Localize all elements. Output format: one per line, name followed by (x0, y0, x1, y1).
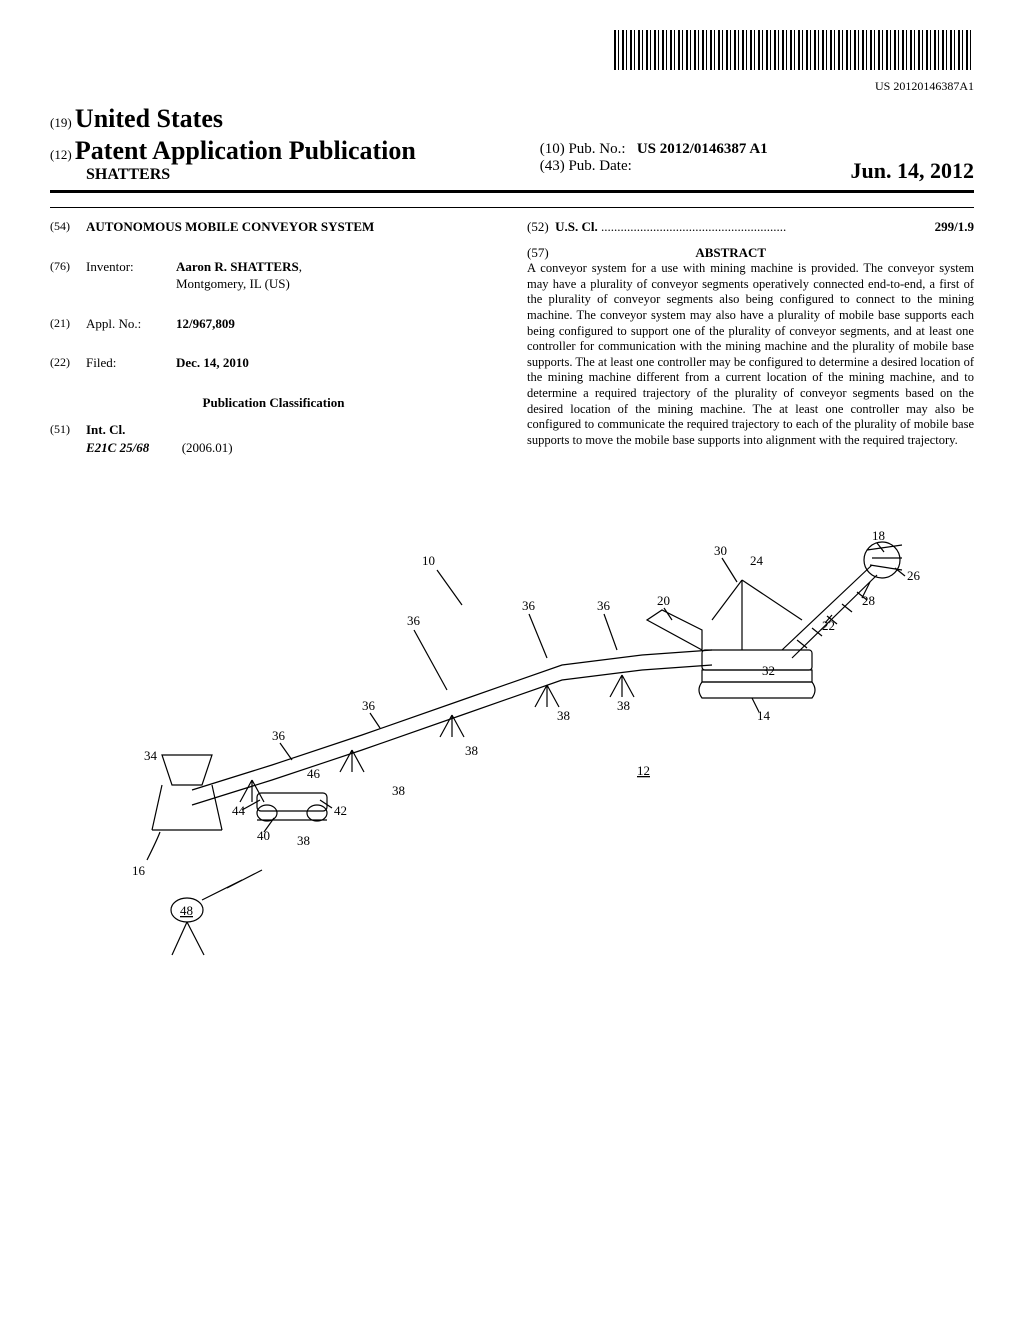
barcode-area (50, 30, 974, 75)
svg-text:36: 36 (272, 728, 286, 743)
intcl-year: (2006.01) (182, 440, 233, 455)
intcl-block: Int. Cl. E21C 25/68 (2006.01) (86, 421, 233, 456)
title-code: (54) (50, 218, 86, 236)
pub-date-code: (43) (540, 158, 565, 174)
thick-rule (50, 190, 974, 193)
abstract-heading: ABSTRACT (552, 244, 910, 262)
svg-text:38: 38 (297, 833, 310, 848)
intcl-label: Int. Cl. (86, 421, 233, 439)
left-column: (54) AUTONOMOUS MOBILE CONVEYOR SYSTEM (… (50, 218, 497, 460)
svg-text:20: 20 (657, 593, 670, 608)
svg-text:48: 48 (180, 903, 193, 918)
abstract-text: A conveyor system for a use with mining … (527, 261, 974, 449)
appl-code: (21) (50, 315, 86, 333)
inventor-row: (76) Inventor: Aaron R. SHATTERS, Montgo… (50, 258, 497, 293)
inventor-label: Inventor: (86, 258, 176, 293)
uscl-row: (52) U.S. Cl. ..........................… (527, 218, 974, 236)
filed-value: Dec. 14, 2010 (176, 354, 497, 372)
svg-text:16: 16 (132, 863, 146, 878)
uscl-value: 299/1.9 (935, 218, 974, 236)
pub-no-line: (10) Pub. No.: US 2012/0146387 A1 (540, 141, 974, 158)
svg-text:24: 24 (750, 553, 764, 568)
right-column: (52) U.S. Cl. ..........................… (527, 218, 974, 460)
svg-text:14: 14 (757, 708, 771, 723)
filed-row: (22) Filed: Dec. 14, 2010 (50, 354, 497, 372)
filed-code: (22) (50, 354, 86, 372)
uscl-code: (52) (527, 219, 549, 234)
uscl-dots: ........................................… (601, 219, 786, 234)
svg-text:18: 18 (872, 528, 885, 543)
svg-text:10: 10 (422, 553, 435, 568)
svg-text:32: 32 (762, 663, 775, 678)
inventor-location: Montgomery, IL (US) (176, 276, 290, 291)
svg-text:38: 38 (557, 708, 570, 723)
svg-text:36: 36 (597, 598, 611, 613)
pub-date-value: Jun. 14, 2012 (851, 158, 974, 184)
svg-text:36: 36 (407, 613, 421, 628)
svg-text:26: 26 (907, 568, 921, 583)
header-right: (10) Pub. No.: US 2012/0146387 A1 (43) P… (528, 141, 974, 184)
header-row: (19) United States (12) Patent Applicati… (50, 104, 974, 184)
svg-text:36: 36 (362, 698, 376, 713)
svg-text:42: 42 (334, 803, 347, 818)
svg-text:40: 40 (257, 828, 270, 843)
uscl-label: U.S. Cl. (555, 219, 598, 234)
bibliographic-columns: (54) AUTONOMOUS MOBILE CONVEYOR SYSTEM (… (50, 218, 974, 460)
uscl-left: (52) U.S. Cl. ..........................… (527, 218, 786, 236)
abstract-header-row: (57) ABSTRACT (527, 244, 974, 262)
intcl-row: (51) Int. Cl. E21C 25/68 (2006.01) (50, 421, 497, 456)
svg-text:38: 38 (617, 698, 630, 713)
svg-text:34: 34 (144, 748, 158, 763)
svg-text:22: 22 (822, 618, 835, 633)
barcode-number: US 20120146387A1 (50, 79, 974, 94)
patent-figure: 10 16 34 (102, 510, 922, 960)
figure-area: 10 16 34 (50, 510, 974, 965)
pub-type: Patent Application Publication (75, 136, 416, 165)
pub-type-code: (12) (50, 147, 72, 162)
pub-date-label: Pub. Date: (568, 158, 631, 174)
filed-label: Filed: (86, 354, 176, 372)
svg-text:38: 38 (465, 743, 478, 758)
svg-text:36: 36 (522, 598, 536, 613)
pub-no-code: (10) (540, 141, 565, 157)
country-code: (19) (50, 115, 72, 130)
pub-date-line: (43) Pub. Date: Jun. 14, 2012 (540, 158, 974, 175)
title-row: (54) AUTONOMOUS MOBILE CONVEYOR SYSTEM (50, 218, 497, 236)
inventor-code: (76) (50, 258, 86, 293)
thin-rule (50, 207, 974, 208)
svg-text:44: 44 (232, 803, 246, 818)
appl-label: Appl. No.: (86, 315, 176, 333)
svg-text:30: 30 (714, 543, 727, 558)
author-surname: SHATTERS (50, 166, 528, 184)
header-left: (19) United States (12) Patent Applicati… (50, 104, 528, 184)
pub-class-heading: Publication Classification (50, 394, 497, 412)
pub-title-line: (12) Patent Application Publication (50, 136, 528, 166)
pub-no-value: US 2012/0146387 A1 (637, 141, 768, 157)
appl-value: 12/967,809 (176, 315, 497, 333)
intcl-value: E21C 25/68 (86, 440, 149, 455)
invention-title: AUTONOMOUS MOBILE CONVEYOR SYSTEM (86, 218, 374, 236)
appl-row: (21) Appl. No.: 12/967,809 (50, 315, 497, 333)
inventor-value: Aaron R. SHATTERS, Montgomery, IL (US) (176, 258, 497, 293)
pub-no-label: Pub. No.: (568, 141, 625, 157)
country-line: (19) United States (50, 104, 528, 134)
svg-text:46: 46 (307, 766, 321, 781)
svg-text:12: 12 (637, 763, 650, 778)
barcode-graphic (614, 30, 974, 70)
country-name: United States (75, 104, 223, 133)
inventor-name: Aaron R. SHATTERS (176, 259, 299, 274)
intcl-code: (51) (50, 421, 86, 456)
svg-text:38: 38 (392, 783, 405, 798)
abstract-code: (57) (527, 245, 549, 260)
